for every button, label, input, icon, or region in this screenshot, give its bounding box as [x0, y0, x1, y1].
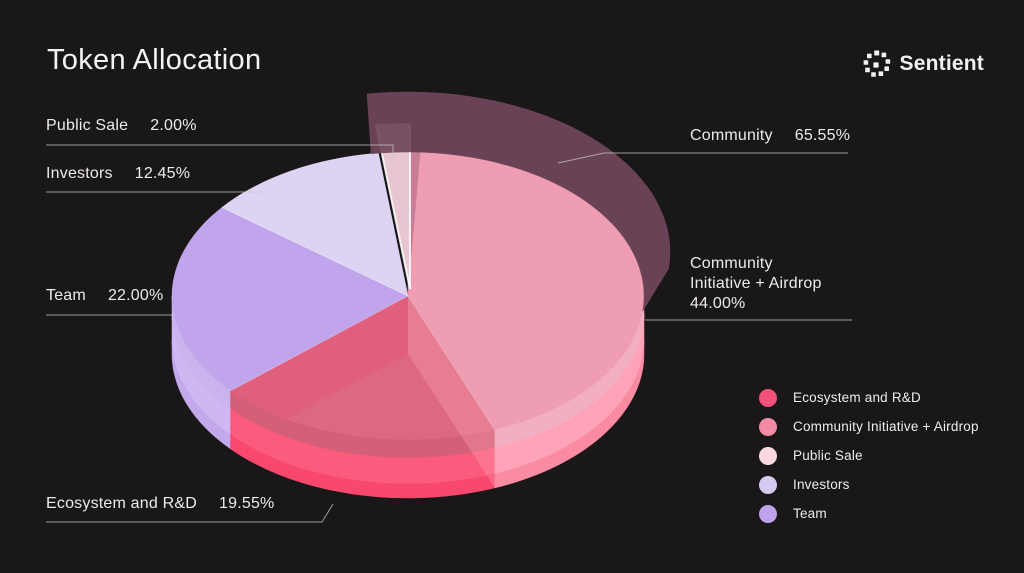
- brand-name: Sentient: [899, 52, 984, 75]
- legend-dot-public-sale: [759, 446, 777, 465]
- pie-seam: [230, 295, 409, 392]
- legend-item-community-initiative: Community Initiative + Airdrop: [759, 412, 979, 441]
- pie-shape: [408, 152, 421, 296]
- pie-rim-deep-community-initiative-airdrop: [494, 339, 645, 489]
- callout-community-value: 65.55%: [794, 127, 851, 144]
- callout-community: Community 65.55%: [690, 127, 851, 145]
- callout-ecosystem-label: Ecosystem and R&D: [46, 495, 198, 512]
- callout-community-initiative-line1: Community: [690, 255, 773, 272]
- sentient-logo-icon: [863, 50, 890, 77]
- callout-ecosystem: Ecosystem and R&D 19.55%: [46, 495, 274, 513]
- pie-3d: [171, 91, 671, 499]
- brand-lockup: Sentient: [863, 50, 984, 78]
- pie-slice-investors: [221, 152, 409, 297]
- leader-line-community: [557, 152, 848, 164]
- legend-label-public-sale: Public Sale: [793, 448, 863, 463]
- callout-investors: Investors 12.45%: [46, 165, 190, 183]
- legend-item-investors: Investors: [759, 470, 979, 499]
- pie-seam: [407, 295, 496, 431]
- callout-ecosystem-value: 19.55%: [219, 495, 275, 512]
- callout-team-value: 22.00%: [107, 287, 164, 304]
- legend-label-ecosystem: Ecosystem and R&D: [793, 390, 921, 405]
- legend-item-ecosystem: Ecosystem and R&D: [759, 383, 979, 412]
- legend-item-public-sale: Public Sale: [759, 441, 979, 470]
- callout-community-initiative-line2: Initiative + Airdrop: [690, 275, 822, 292]
- callout-community-label: Community: [690, 127, 773, 144]
- callout-community-initiative: Community Initiative + Airdrop 44.00%: [690, 254, 822, 314]
- pie-rim-deep-ecosystem-and-r-d: [230, 434, 496, 499]
- callout-community-initiative-line3: 44.00%: [690, 295, 746, 312]
- pie-wall-comminit-ecosystem: [408, 296, 495, 488]
- callout-investors-label: Investors: [46, 165, 113, 182]
- legend: Ecosystem and R&D Community Initiative +…: [759, 383, 979, 528]
- legend-label-team: Team: [793, 506, 827, 521]
- legend-dot-ecosystem: [759, 388, 777, 407]
- legend-dot-team: [759, 504, 777, 523]
- callout-public-sale: Public Sale 2.00%: [46, 117, 197, 135]
- page-title: Token Allocation: [47, 44, 262, 76]
- legend-label-investors: Investors: [793, 477, 850, 492]
- callout-public-sale-value: 2.00%: [150, 117, 197, 134]
- callout-team: Team 22.00%: [46, 287, 163, 305]
- leader-line-ecosystem: [46, 503, 334, 523]
- pie-seam: [221, 206, 409, 297]
- pie-overlay-community: [366, 91, 671, 312]
- legend-dot-investors: [759, 475, 777, 494]
- legend-label-community-initiative: Community Initiative + Airdrop: [793, 419, 979, 434]
- pie-rim-deep-team: [171, 339, 231, 450]
- pie-wall-ecosystem-team: [230, 296, 408, 449]
- callout-investors-value: 12.45%: [134, 165, 191, 182]
- leader-line-public-sale: [46, 144, 394, 161]
- callout-public-sale-label: Public Sale: [46, 117, 129, 134]
- callout-team-label: Team: [46, 287, 86, 304]
- legend-dot-community-initiative: [759, 417, 777, 436]
- legend-item-team: Team: [759, 499, 979, 528]
